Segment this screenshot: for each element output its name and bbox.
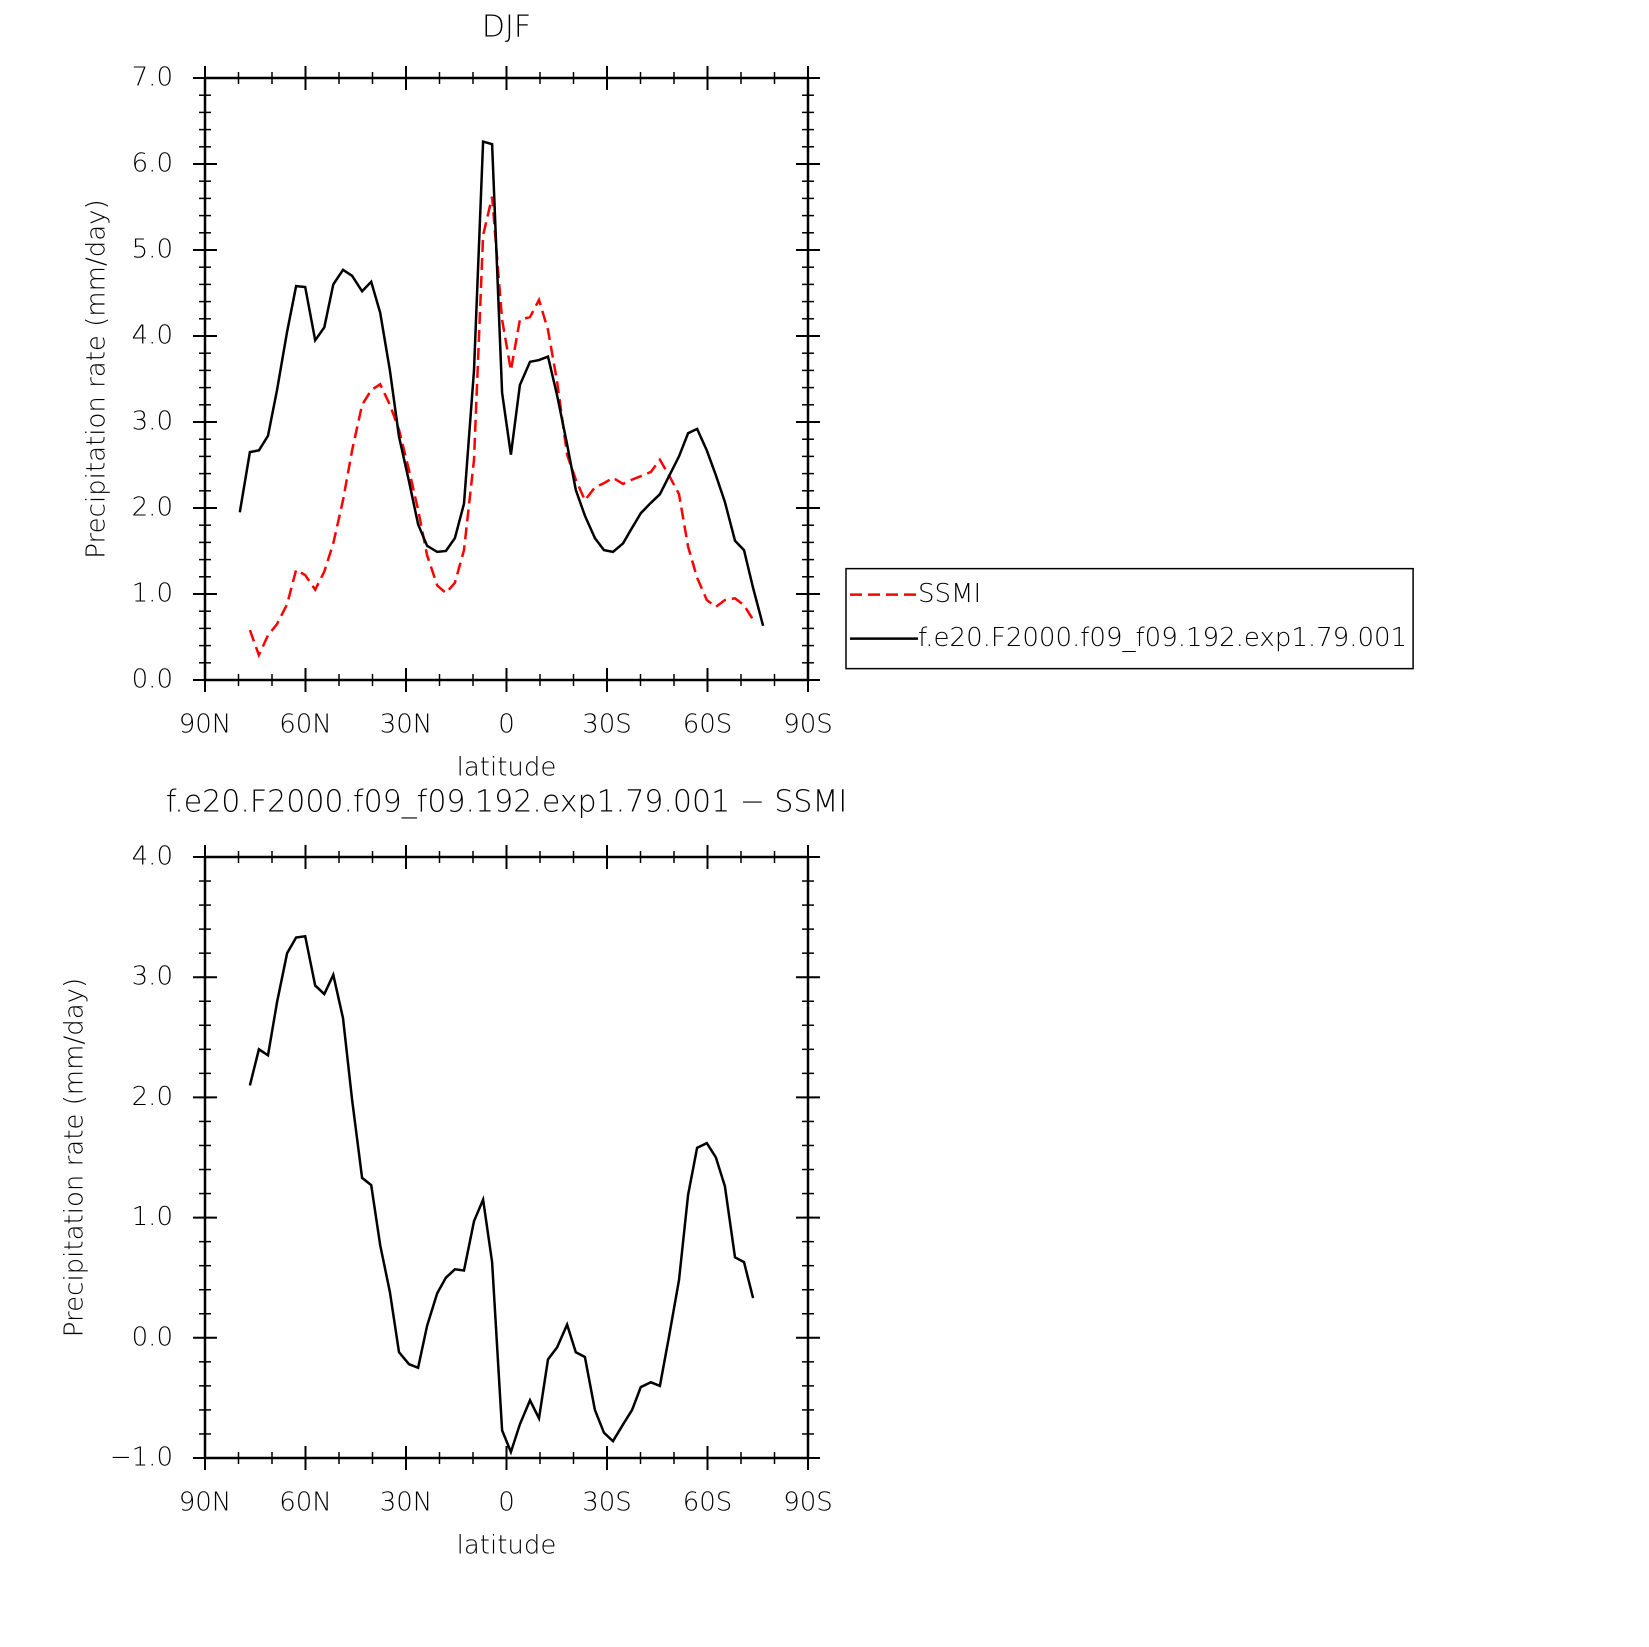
x-tick-label: 60S xyxy=(683,1488,733,1518)
legend-box xyxy=(845,567,1414,670)
x-tick-label: 90S xyxy=(783,710,833,740)
y-tick-label: 0.0 xyxy=(132,665,173,695)
y-tick-label: 5.0 xyxy=(132,235,173,265)
x-tick-label: 0 xyxy=(498,710,515,740)
x-tick-label: 90S xyxy=(783,1488,833,1518)
x-tick-label: 90N xyxy=(179,710,232,740)
y-tick-label: −1.0 xyxy=(110,1443,173,1473)
legend-label: SSMI xyxy=(918,579,981,609)
y-tick-label: 4.0 xyxy=(132,842,173,872)
plot-frame xyxy=(203,855,810,1460)
data-line xyxy=(238,139,765,627)
x-tick-label: 60S xyxy=(683,710,733,740)
y-tick-label: 3.0 xyxy=(132,962,173,992)
plot-frame xyxy=(203,76,810,682)
legend-label: f.e20.F2000.f09_f09.192.exp1.79.001 xyxy=(918,623,1407,653)
y-tick-label: 1.0 xyxy=(132,579,173,609)
y-axis-label: Precipitation rate (mm/day) xyxy=(82,199,112,558)
y-tick-label: 0.0 xyxy=(132,1322,173,1352)
chart-title: f.e20.F2000.f09_f09.192.exp1.79.001 − SS… xyxy=(166,785,847,820)
x-tick-label: 60N xyxy=(279,710,332,740)
x-tick-label: 30S xyxy=(582,710,632,740)
y-tick-label: 7.0 xyxy=(132,63,173,93)
y-tick-label: 4.0 xyxy=(132,321,173,351)
x-tick-label: 90N xyxy=(179,1488,232,1518)
y-tick-label: 2.0 xyxy=(132,493,173,523)
y-tick-label: 2.0 xyxy=(132,1082,173,1112)
x-tick-label: 30N xyxy=(380,1488,433,1518)
x-tick-label: 30S xyxy=(582,1488,632,1518)
x-axis-label: latitude xyxy=(457,753,557,783)
y-tick-label: 3.0 xyxy=(132,407,173,437)
y-tick-label: 6.0 xyxy=(132,149,173,179)
y-tick-label: 1.0 xyxy=(132,1202,173,1232)
data-line xyxy=(248,934,755,1456)
x-tick-label: 0 xyxy=(498,1488,515,1518)
x-tick-label: 30N xyxy=(380,710,433,740)
chart-title: DJF xyxy=(482,10,531,45)
data-line xyxy=(248,196,755,659)
y-axis-label: Precipitation rate (mm/day) xyxy=(60,978,90,1337)
x-axis-label: latitude xyxy=(457,1531,557,1561)
x-tick-label: 60N xyxy=(279,1488,332,1518)
